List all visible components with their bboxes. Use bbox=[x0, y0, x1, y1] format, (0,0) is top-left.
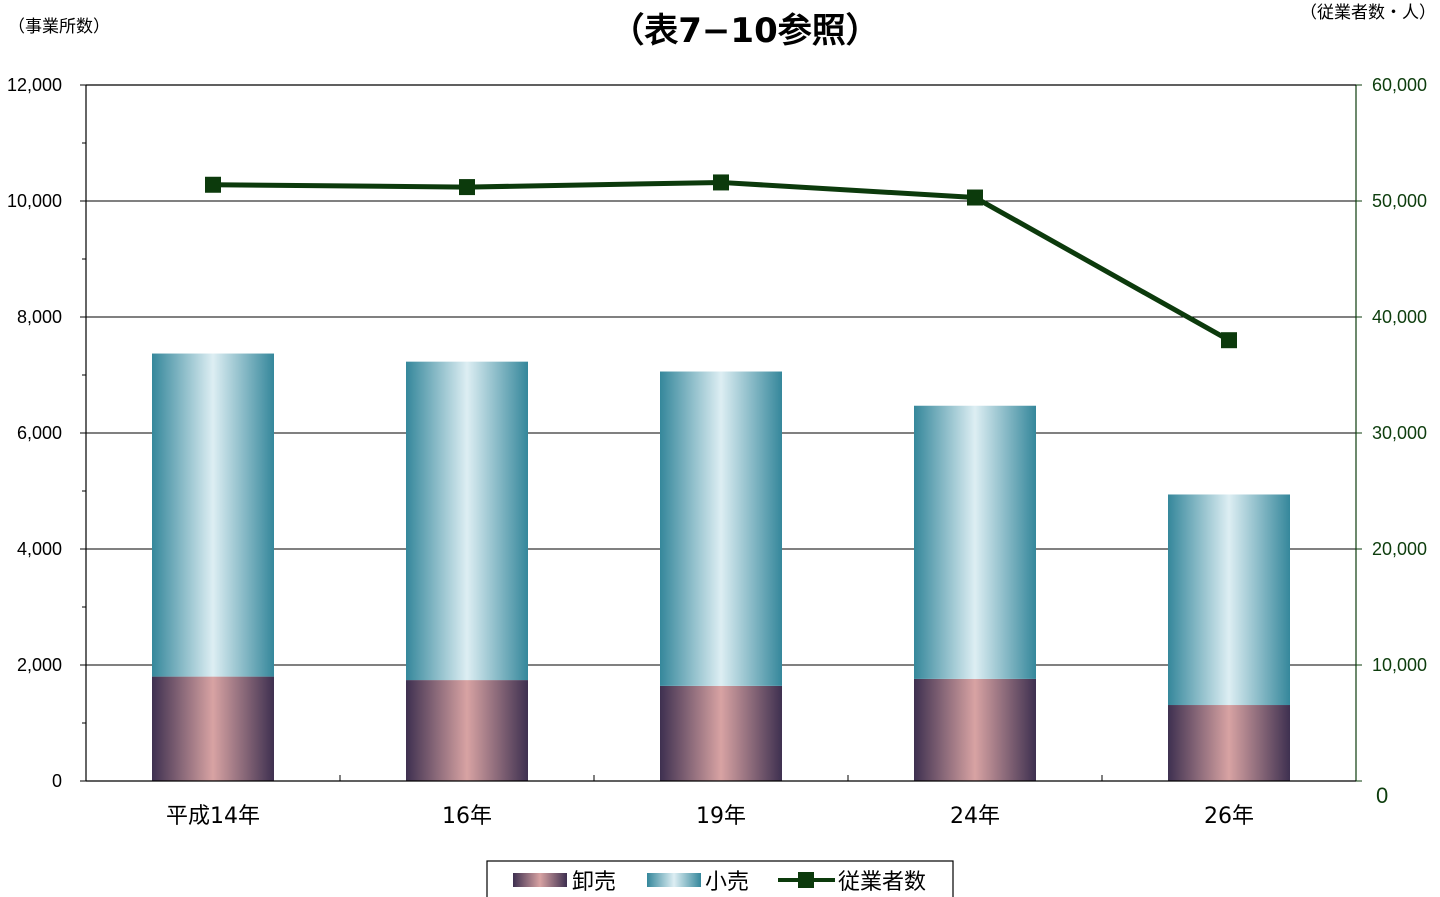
legend-marker-employees bbox=[798, 872, 814, 888]
right-tick-label: 60,000 bbox=[1372, 75, 1427, 95]
left-tick-label: 10,000 bbox=[7, 191, 62, 211]
right-tick-label: 50,000 bbox=[1372, 191, 1427, 211]
legend-label-retail: 小売 bbox=[705, 870, 749, 895]
right-axis-ticks: 0 10,000 20,000 30,000 40,000 50,000 60,000 bbox=[1372, 75, 1427, 808]
category-label: 16年 bbox=[442, 804, 492, 829]
right-tick-label: 20,000 bbox=[1372, 539, 1427, 559]
right-tick-label: 0 bbox=[1376, 783, 1388, 808]
chart-title: （表7−10参照） bbox=[610, 11, 879, 51]
right-axis-unit: （従業者数・人） bbox=[1300, 3, 1436, 23]
legend: 卸売 小売 従業者数 bbox=[486, 860, 954, 897]
category-label: 26年 bbox=[1204, 804, 1254, 829]
bar-retail bbox=[406, 361, 528, 681]
bar-wholesale bbox=[1168, 705, 1290, 781]
right-tick-label: 30,000 bbox=[1372, 423, 1427, 443]
bar-wholesale bbox=[660, 685, 782, 781]
left-axis-unit: （事業所数） bbox=[8, 17, 110, 37]
axes bbox=[80, 84, 1362, 782]
bar-retail bbox=[660, 371, 782, 686]
bars bbox=[152, 353, 1290, 781]
left-tick-label: 0 bbox=[52, 771, 62, 791]
employees-marker bbox=[459, 179, 475, 196]
left-tick-label: 8,000 bbox=[17, 307, 62, 327]
employees-marker bbox=[713, 174, 729, 191]
left-tick-label: 2,000 bbox=[17, 655, 62, 675]
legend-label-employees: 従業者数 bbox=[838, 870, 926, 895]
left-tick-label: 6,000 bbox=[17, 423, 62, 443]
left-tick-label: 4,000 bbox=[17, 539, 62, 559]
legend-swatch-wholesale bbox=[513, 873, 567, 887]
left-axis-ticks: 0 2,000 4,000 6,000 8,000 10,000 12,000 bbox=[7, 75, 62, 791]
category-label: 24年 bbox=[950, 804, 1000, 829]
bar-retail bbox=[152, 353, 274, 677]
bar-wholesale bbox=[152, 676, 274, 781]
employees-marker bbox=[205, 176, 221, 193]
employees-marker bbox=[1221, 332, 1237, 349]
employees-line bbox=[205, 174, 1237, 349]
category-label: 19年 bbox=[696, 804, 746, 829]
right-tick-label: 40,000 bbox=[1372, 307, 1427, 327]
employees-marker bbox=[967, 189, 983, 206]
right-tick-label: 10,000 bbox=[1372, 655, 1427, 675]
category-label: 平成14年 bbox=[166, 804, 260, 829]
bar-retail bbox=[1168, 494, 1290, 706]
left-tick-label: 12,000 bbox=[7, 75, 62, 95]
bar-wholesale bbox=[406, 680, 528, 781]
legend-swatch-retail bbox=[647, 873, 701, 887]
legend-label-wholesale: 卸売 bbox=[572, 870, 616, 895]
bar-retail bbox=[914, 405, 1036, 679]
category-labels: 平成14年 16年 19年 24年 26年 bbox=[166, 804, 1254, 829]
bar-wholesale bbox=[914, 678, 1036, 781]
